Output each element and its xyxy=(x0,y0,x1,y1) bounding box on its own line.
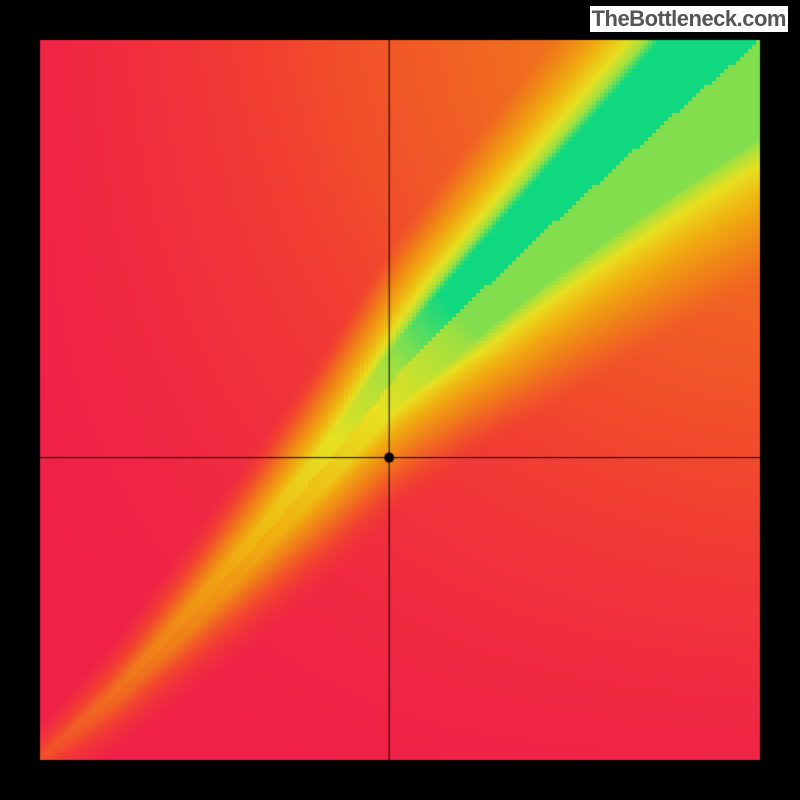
heatmap-canvas xyxy=(0,0,800,800)
watermark-label: TheBottleneck.com xyxy=(590,6,788,32)
chart-container: { "watermark": { "text": "TheBottleneck.… xyxy=(0,0,800,800)
